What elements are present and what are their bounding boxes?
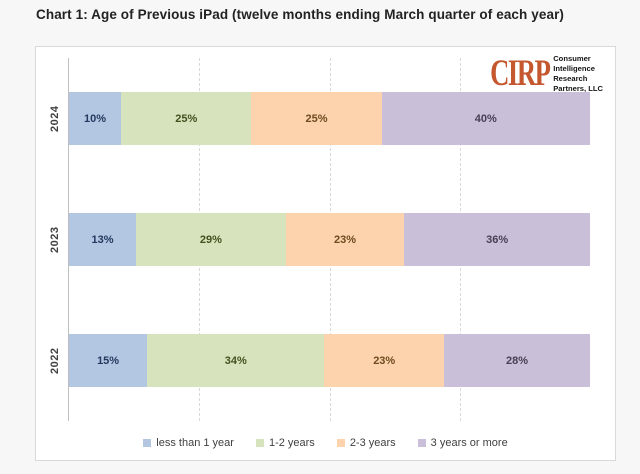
bar-row-2023: 2023 13% 29% 23% 36% <box>49 179 590 300</box>
cirp-logo-text-line: Partners, LLC <box>553 83 603 93</box>
legend-marker-icon <box>417 439 426 447</box>
bar-segment: 10% <box>69 92 122 145</box>
bar-track-2024: 10% 25% 25% 40% <box>69 92 590 145</box>
legend-item: 1-2 years <box>255 437 315 449</box>
cirp-logo-abbr: CIRP <box>489 53 551 94</box>
cirp-logo-text-line: Intelligence <box>553 63 595 73</box>
legend-marker-icon <box>336 439 345 447</box>
bar-segment: 15% <box>69 334 148 387</box>
bar-segment-value: 13% <box>91 233 114 246</box>
bar-segment: 28% <box>444 334 590 387</box>
legend-label: 3 years or more <box>430 437 508 449</box>
bar-segment-value: 40% <box>474 112 497 125</box>
bar-segment: 40% <box>381 92 590 145</box>
cirp-logo-text-line: Research <box>553 73 588 83</box>
cirp-logo-text-line: Consumer <box>553 54 591 63</box>
bar-segment-value: 25% <box>175 112 198 125</box>
bar-segment: 34% <box>147 334 325 387</box>
y-axis-label-2022: 2022 <box>49 347 61 374</box>
y-axis-label-2023: 2023 <box>49 226 61 253</box>
cirp-logo-text: Consumer Intelligence Research Partners, LL… <box>553 54 603 93</box>
legend-label: less than 1 year <box>156 437 234 449</box>
bar-segment-value: 10% <box>84 112 107 125</box>
bar-segment-value: 23% <box>373 354 396 367</box>
bar-row-2022: 2022 15% 34% 23% 28% <box>49 300 590 421</box>
plot-area: 2024 10% 25% 25% 40% 2023 13% 29% 23% 36% 2022 15% 3… <box>49 58 590 421</box>
bar-segment: 36% <box>404 213 590 266</box>
bar-segment: 25% <box>251 92 382 145</box>
bar-segment: 23% <box>285 213 405 266</box>
chart-card: CIRP Consumer Intelligence Research Partner… <box>35 46 616 461</box>
y-axis-label-2024: 2024 <box>49 105 61 132</box>
cirp-logo: CIRP Consumer Intelligence Research Partner… <box>463 52 606 96</box>
legend-label: 1-2 years <box>268 437 315 449</box>
bar-row-2024: 2024 10% 25% 25% 40% <box>49 58 590 179</box>
legend-marker-icon <box>143 439 152 447</box>
plot-rows: 2024 10% 25% 25% 40% 2023 13% 29% 23% 36% 2022 15% 3… <box>49 58 590 421</box>
bar-segment: 13% <box>69 213 137 266</box>
bar-segment: 25% <box>121 92 252 145</box>
chart-title: Chart 1: Age of Previous iPad (twelve mo… <box>36 7 565 22</box>
bar-segment-value: 25% <box>305 112 328 125</box>
bar-segment-value: 29% <box>199 233 222 246</box>
bar-track-2022: 15% 34% 23% 28% <box>69 334 590 387</box>
legend-item: less than 1 year <box>143 437 234 449</box>
bar-segment-value: 28% <box>506 354 529 367</box>
bar-segment-value: 23% <box>333 233 356 246</box>
bar-segment-value: 34% <box>224 354 247 367</box>
legend-item: 2-3 years <box>336 437 396 449</box>
legend-item: 3 years or more <box>417 437 508 449</box>
legend: less than 1 year 1-2 years 2-3 years 3 year… <box>36 437 615 449</box>
bar-segment-value: 36% <box>486 233 509 246</box>
bar-track-2023: 13% 29% 23% 36% <box>69 213 590 266</box>
bar-segment: 29% <box>136 213 286 266</box>
bar-segment: 23% <box>324 334 445 387</box>
legend-label: 2-3 years <box>349 437 396 449</box>
bar-segment-value: 15% <box>97 354 120 367</box>
legend-marker-icon <box>255 439 264 447</box>
